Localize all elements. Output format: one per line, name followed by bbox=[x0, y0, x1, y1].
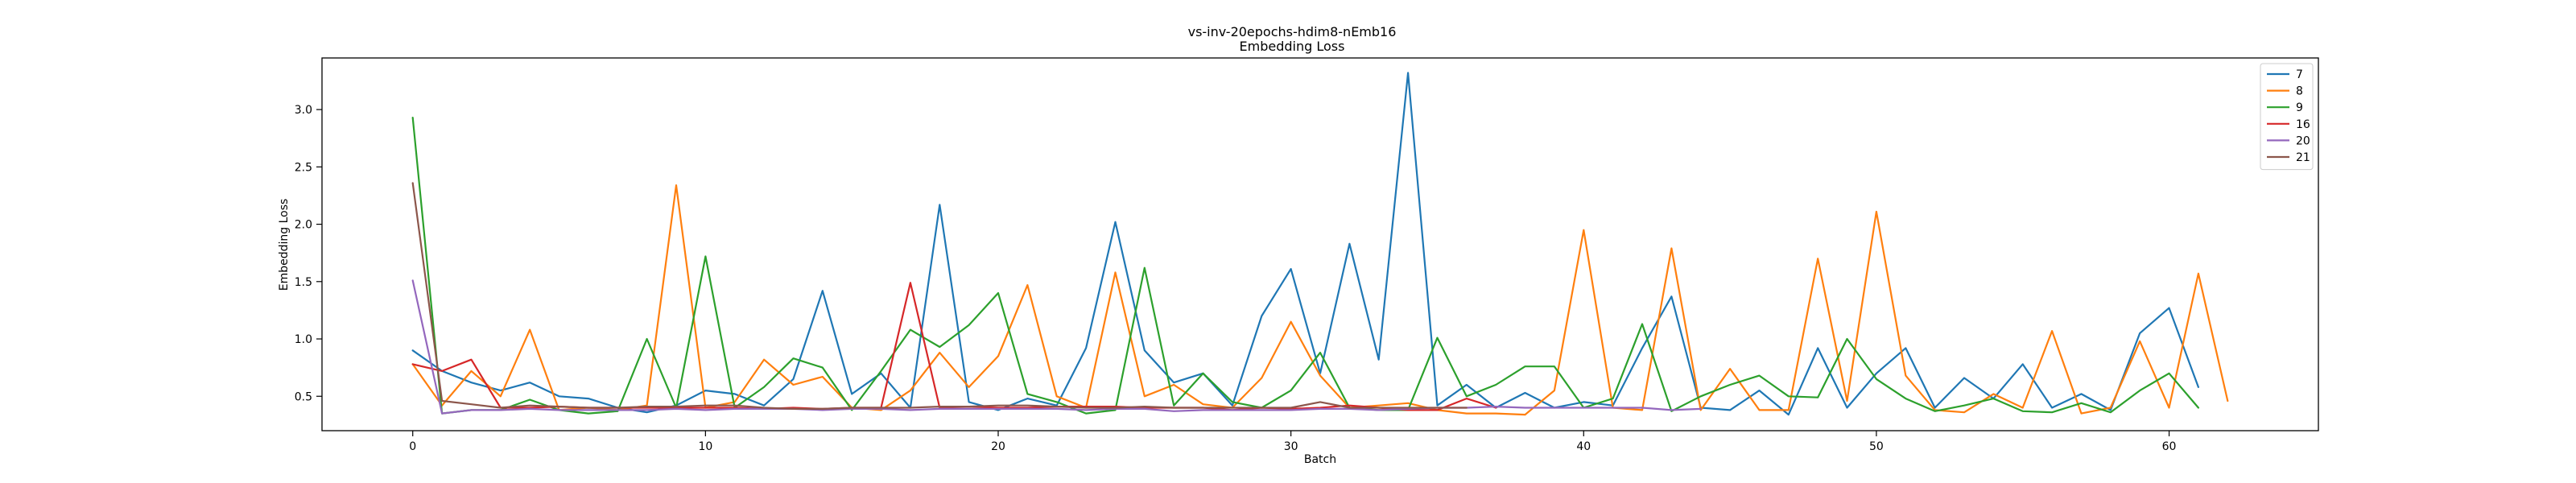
y-tick-label: 2.5 bbox=[295, 161, 312, 174]
x-tick-label: 20 bbox=[991, 440, 1005, 453]
series-line-20 bbox=[411, 279, 1702, 415]
x-tick-label: 60 bbox=[2162, 440, 2177, 453]
x-tick-label: 10 bbox=[698, 440, 712, 453]
legend-label-21: 21 bbox=[2296, 151, 2310, 164]
chart-title: vs-inv-20epochs-hdim8-nEmb16 bbox=[1188, 24, 1397, 39]
series-layer bbox=[411, 72, 2229, 416]
legend-label-7: 7 bbox=[2296, 68, 2303, 81]
legend: 7 8 9 16 20 21 bbox=[2260, 63, 2314, 171]
legend-label-8: 8 bbox=[2296, 85, 2303, 98]
y-tick-label: 2.0 bbox=[295, 219, 312, 232]
y-tick-label: 1.0 bbox=[295, 333, 312, 346]
x-tick-label: 40 bbox=[1576, 440, 1591, 453]
x-tick-label: 50 bbox=[1869, 440, 1884, 453]
legend-label-9: 9 bbox=[2296, 101, 2303, 114]
plot-area bbox=[321, 57, 2319, 431]
y-axis: 0.5 1.0 1.5 2.0 2.5 3.0 bbox=[295, 104, 322, 403]
series-line-21 bbox=[411, 182, 1468, 410]
x-axis-label: Batch bbox=[1304, 453, 1336, 466]
x-axis: 0 10 20 30 40 50 60 bbox=[409, 431, 2176, 453]
y-tick-label: 1.5 bbox=[295, 276, 312, 289]
y-tick-label: 3.0 bbox=[295, 104, 312, 117]
x-tick-label: 30 bbox=[1284, 440, 1298, 453]
x-tick-label: 0 bbox=[409, 440, 416, 453]
y-tick-label: 0.5 bbox=[295, 390, 312, 403]
series-line-9 bbox=[411, 117, 2199, 415]
legend-label-20: 20 bbox=[2296, 134, 2310, 147]
chart-subtitle: Embedding Loss bbox=[1240, 39, 1345, 54]
y-axis-label: Embedding Loss bbox=[278, 199, 291, 291]
legend-label-16: 16 bbox=[2296, 118, 2310, 131]
